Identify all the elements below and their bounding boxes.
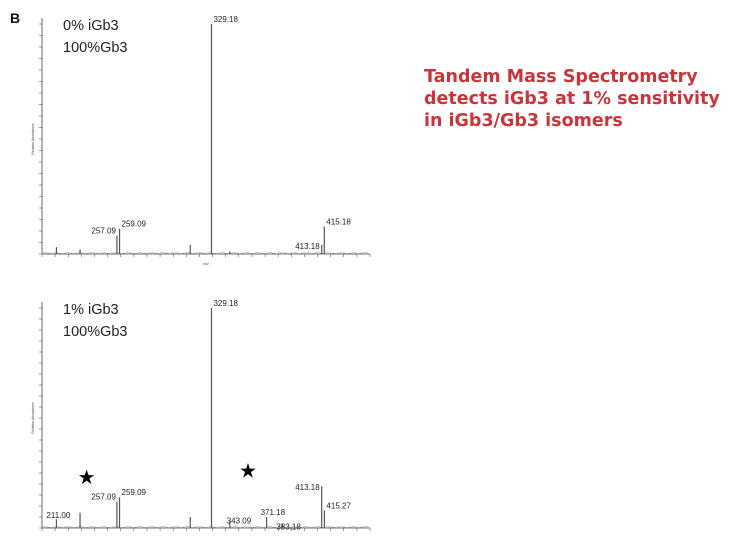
spectrum-chart-bottom: Relative Abundance 211.00 257.09 259.09 329.… [31, 299, 371, 532]
spectrum-chart-top: Relative Abundance m/z 257.09 259.09 329.18 4… [31, 15, 371, 266]
headline-line-2: detects iGb3 at 1% sensitivity [424, 89, 720, 109]
peak-label: 415.27 [326, 501, 351, 510]
legend-text: 1% iGb3 [63, 302, 119, 318]
peak-label: 211.00 [46, 511, 70, 520]
x-axis-title: m/z [203, 262, 209, 266]
y-axis-title: Relative Abundance [31, 402, 35, 433]
peak-label: 415.18 [326, 217, 351, 226]
peak-label: 259.09 [122, 488, 147, 497]
baseline-noise [41, 251, 369, 255]
star-marker: ★ [239, 460, 257, 482]
star-marker: ★ [78, 467, 96, 489]
peak-label: 343.09 [227, 516, 252, 525]
legend-text: 100%Gb3 [63, 324, 128, 340]
headline-line-3: in iGb3/Gb3 isomers [424, 111, 623, 131]
headline: Tandem Mass Spectrometry detects iGb3 at… [424, 66, 724, 132]
peak-label: 413.18 [295, 242, 320, 251]
peak-label: 413.18 [295, 483, 320, 492]
legend-text: 0% iGb3 [63, 18, 119, 34]
peak-label: 329.18 [213, 299, 238, 308]
y-axis-title: Relative Abundance [31, 123, 35, 154]
peak-label: 383.18 [276, 523, 301, 532]
peak-label: 329.18 [213, 15, 238, 24]
legend-text: 100%Gb3 [63, 40, 128, 56]
peak-label: 257.09 [91, 493, 116, 502]
peak-label: 371.18 [261, 508, 286, 517]
baseline-noise [41, 525, 369, 529]
peak-label: 259.09 [122, 220, 147, 229]
peak-label: 257.09 [91, 227, 116, 236]
panel-label: B [10, 10, 21, 26]
headline-line-1: Tandem Mass Spectrometry [424, 67, 698, 87]
